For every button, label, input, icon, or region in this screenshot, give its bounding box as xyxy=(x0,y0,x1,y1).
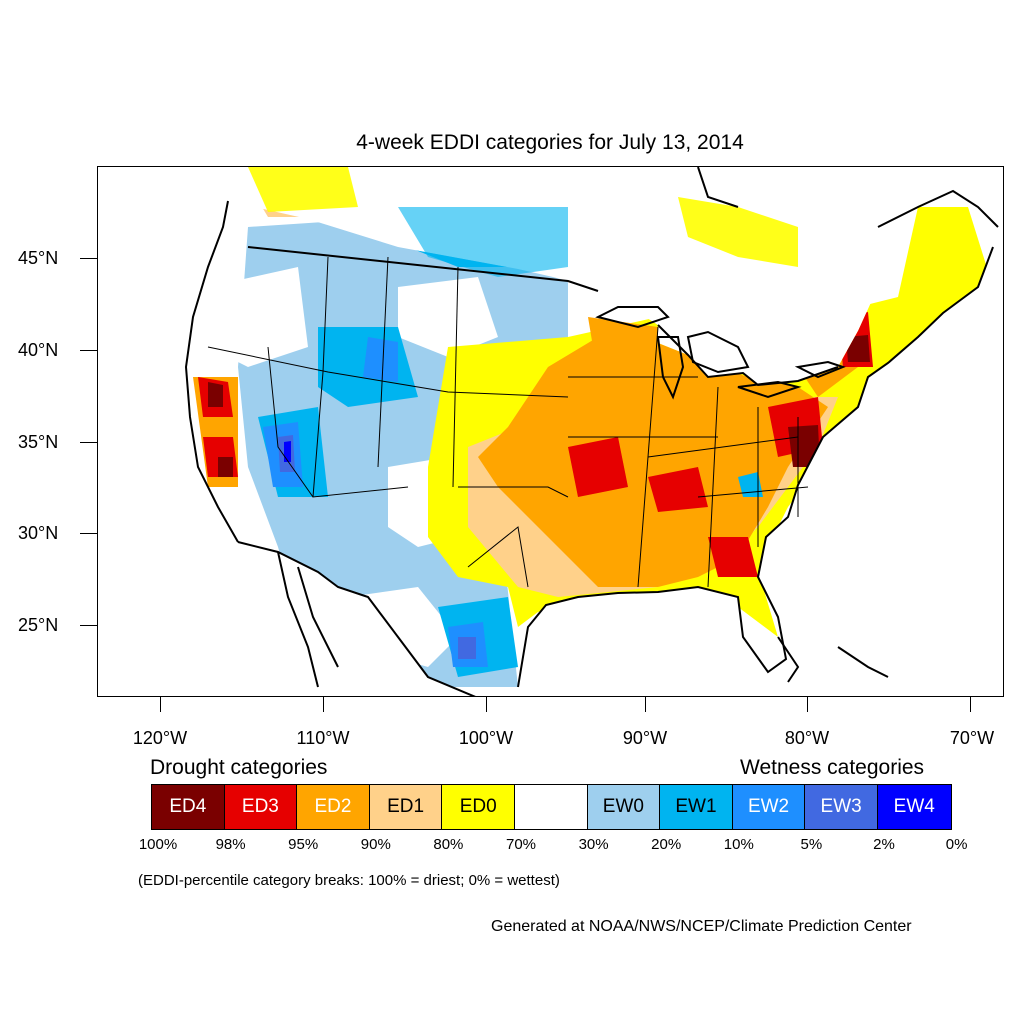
eddi-map-canvas xyxy=(184,167,999,696)
credit-line: Generated at NOAA/NWS/NCEP/Climate Predi… xyxy=(491,918,912,935)
lat-label-35: 35°N xyxy=(18,432,59,452)
legend-box-ed1: ED1 xyxy=(369,785,443,829)
lat-tick-30 xyxy=(80,533,97,534)
legend-box-ed3: ED3 xyxy=(224,785,298,829)
lat-tick-40 xyxy=(80,350,97,351)
category-note: (EDDI-percentile category breaks: 100% =… xyxy=(138,872,560,889)
category-colorbar: ED4 ED3 ED2 ED1 ED0 EW0 EW1 EW2 EW3 EW4 xyxy=(151,784,952,830)
wetness-heading: Wetness categories xyxy=(740,756,925,779)
lon-tick-100 xyxy=(486,697,487,712)
percentile-label: 2% xyxy=(873,836,895,853)
legend-box-ed0: ED0 xyxy=(442,785,515,829)
map-title: 4-week EDDI categories for July 13, 2014 xyxy=(356,131,744,154)
percentile-label: 20% xyxy=(651,836,682,853)
lat-tick-45 xyxy=(80,258,97,259)
percentile-label: 5% xyxy=(800,836,823,853)
percentile-label: 10% xyxy=(723,836,754,853)
legend-box-ew4: EW4 xyxy=(877,785,951,829)
legend-box-ew0: EW0 xyxy=(587,785,661,829)
lon-tick-120 xyxy=(160,697,161,712)
lon-label-80: 80°W xyxy=(784,728,830,748)
percentile-label: 0% xyxy=(945,836,968,853)
lon-tick-110 xyxy=(323,697,324,712)
percentile-label: 70% xyxy=(505,836,537,853)
legend-box-ew2: EW2 xyxy=(732,785,806,829)
legend-box-ew3: EW3 xyxy=(805,785,878,829)
lon-label-90: 90°W xyxy=(622,728,668,748)
percentile-label: 80% xyxy=(433,836,464,853)
lat-label-45: 45°N xyxy=(18,248,59,268)
drought-heading: Drought categories xyxy=(150,756,328,779)
legend-box-ed2: ED2 xyxy=(297,785,370,829)
lat-tick-25 xyxy=(80,625,97,626)
eddi-map xyxy=(97,166,1004,697)
legend-box-ew1: EW1 xyxy=(660,785,733,829)
lon-tick-70 xyxy=(970,697,971,712)
lon-label-70: 70°W xyxy=(949,728,995,748)
lon-label-110: 110°W xyxy=(296,728,350,748)
percentile-label: 100% xyxy=(138,836,178,853)
lon-label-100: 100°W xyxy=(458,728,514,748)
lat-label-30: 30°N xyxy=(18,523,59,543)
lon-label-120: 120°W xyxy=(132,728,188,748)
legend-box-ed4: ED4 xyxy=(152,785,225,829)
percentile-label: 98% xyxy=(215,836,246,853)
percentile-label: 95% xyxy=(288,836,319,853)
percentile-label: 90% xyxy=(360,836,391,853)
lat-label-25: 25°N xyxy=(18,615,59,635)
lon-tick-80 xyxy=(807,697,808,712)
legend-box-normal xyxy=(514,785,588,829)
lat-label-40: 40°N xyxy=(18,340,59,360)
percentile-label: 30% xyxy=(578,836,609,853)
lat-tick-35 xyxy=(80,442,97,443)
lon-tick-90 xyxy=(645,697,646,712)
